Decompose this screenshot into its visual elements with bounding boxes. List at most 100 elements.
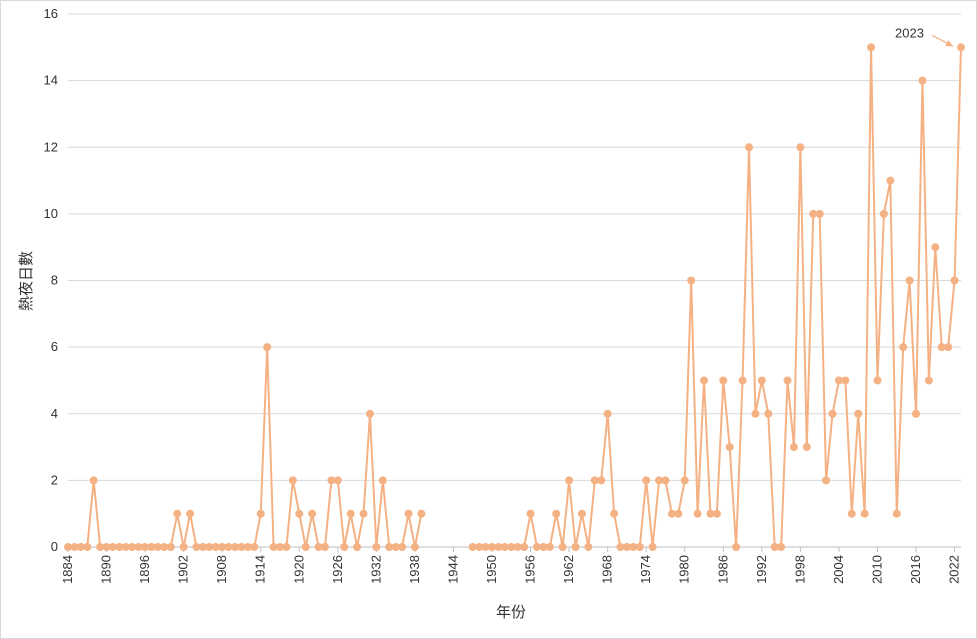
y-tick-label: 6 (51, 339, 58, 354)
gridlines (68, 13, 961, 548)
data-point (648, 543, 657, 551)
data-point (153, 543, 162, 551)
data-point (796, 143, 805, 152)
x-tick-label: 2016 (908, 555, 923, 584)
data-point (642, 476, 651, 485)
data-point (957, 43, 965, 52)
data-point (610, 509, 619, 518)
x-tick-labels: 1884 1890 1896 1902 1908 1914 1920 1926 1932 1938… (60, 547, 962, 584)
data-point (597, 476, 606, 485)
y-tick-label: 14 (44, 73, 58, 88)
data-point (295, 509, 304, 518)
x-tick-label: 1938 (407, 555, 422, 584)
data-point (732, 543, 741, 551)
data-point (243, 543, 252, 551)
data-point (301, 543, 310, 551)
data-point (160, 543, 169, 551)
x-tick-label: 1926 (330, 555, 345, 584)
data-point (931, 243, 940, 252)
data-point (532, 543, 541, 551)
data-point (359, 509, 368, 518)
data-point (263, 343, 272, 352)
data-point (250, 543, 259, 551)
data-point (899, 343, 908, 352)
data-point (89, 476, 98, 485)
data-point (661, 476, 670, 485)
data-point (417, 509, 426, 518)
x-tick-label: 1914 (253, 555, 268, 584)
data-point (468, 543, 477, 551)
data-point (751, 409, 760, 418)
data-point (365, 409, 374, 418)
data-point (873, 376, 882, 385)
x-tick-label: 1992 (754, 555, 769, 584)
data-point (147, 543, 156, 551)
data-point (327, 476, 336, 485)
data-point (924, 376, 933, 385)
x-tick-label: 1908 (214, 555, 229, 584)
data-point (571, 543, 580, 551)
data-point (83, 543, 92, 551)
data-point (680, 476, 689, 485)
data-point (700, 376, 709, 385)
data-point (603, 409, 612, 418)
data-point (655, 476, 664, 485)
data-point (372, 543, 381, 551)
data-point (134, 543, 143, 551)
data-point (847, 509, 856, 518)
data-point (288, 476, 297, 485)
data-point (867, 43, 876, 52)
data-point (539, 543, 548, 551)
data-point (96, 543, 105, 551)
data-point (667, 509, 676, 518)
x-tick-label: 1932 (368, 555, 383, 584)
data-point (937, 343, 946, 352)
data-point (860, 509, 869, 518)
data-point (674, 509, 683, 518)
data-point (757, 376, 766, 385)
data-point (102, 543, 111, 551)
x-tick-label: 1944 (445, 555, 460, 584)
data-point (488, 543, 497, 551)
data-point (912, 409, 921, 418)
data-point (308, 509, 317, 518)
data-points (64, 43, 965, 551)
data-point (764, 409, 773, 418)
data-point (224, 543, 233, 551)
data-point (121, 543, 130, 551)
data-point (276, 543, 285, 551)
data-point (320, 543, 329, 551)
data-point (725, 443, 734, 452)
data-point (211, 543, 220, 551)
data-point (687, 276, 696, 285)
data-point (186, 509, 195, 518)
annotation-label: 2023 (895, 25, 924, 40)
data-point (622, 543, 631, 551)
data-point (918, 76, 927, 85)
data-point (520, 543, 529, 551)
y-tick-label: 10 (44, 206, 58, 221)
data-point (410, 543, 419, 551)
x-tick-label: 1980 (677, 555, 692, 584)
x-tick-label: 1890 (99, 555, 114, 584)
data-point (205, 543, 214, 551)
data-point (353, 543, 362, 551)
y-axis-label: 熱夜日數 (18, 251, 35, 311)
data-point (834, 376, 843, 385)
data-point (282, 543, 291, 551)
data-point (886, 176, 895, 185)
data-point (198, 543, 207, 551)
data-point (789, 443, 798, 452)
y-tick-label: 2 (51, 472, 58, 487)
data-point (166, 543, 175, 551)
x-tick-label: 1896 (137, 555, 152, 584)
data-point (558, 543, 567, 551)
data-point (507, 543, 516, 551)
data-point (552, 509, 561, 518)
data-point (76, 543, 85, 551)
data-point (404, 509, 413, 518)
data-point (577, 509, 586, 518)
